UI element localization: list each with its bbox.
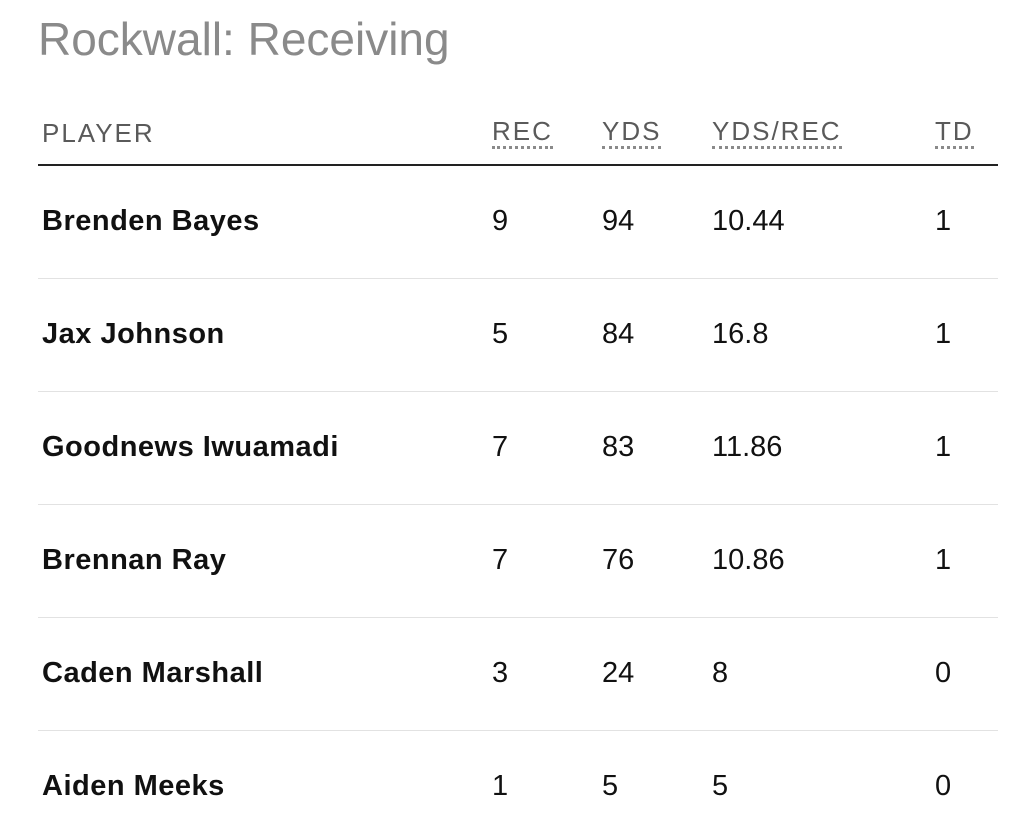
stat-cell: 1 xyxy=(935,205,952,237)
stat-cell: 76 xyxy=(602,544,635,576)
stat-cell: 5 xyxy=(602,770,619,802)
player-name: Caden Marshall xyxy=(42,657,264,689)
column-header: YDS/REC xyxy=(712,116,842,149)
stat-cell: 16.8 xyxy=(712,318,769,350)
stat-cell: 1 xyxy=(935,544,952,576)
row-divider xyxy=(38,391,998,392)
row-divider xyxy=(38,278,998,279)
stat-cell: 5 xyxy=(712,770,729,802)
column-header: PLAYER xyxy=(42,118,155,148)
column-header: YDS xyxy=(602,116,662,149)
stat-cell: 94 xyxy=(602,205,635,237)
player-name: Jax Johnson xyxy=(42,318,225,350)
stat-cell: 0 xyxy=(935,657,952,689)
row-divider xyxy=(38,730,998,731)
stat-cell: 10.44 xyxy=(712,205,785,237)
stat-cell: 24 xyxy=(602,657,635,689)
player-name: Goodnews Iwuamadi xyxy=(42,431,339,463)
stat-cell: 3 xyxy=(492,657,509,689)
stat-cell: 1 xyxy=(935,318,952,350)
player-name: Brennan Ray xyxy=(42,544,227,576)
stat-cell: 9 xyxy=(492,205,509,237)
column-header: REC xyxy=(492,116,553,149)
column-header: TD xyxy=(935,116,974,149)
player-name: Brenden Bayes xyxy=(42,205,260,237)
stat-cell: 5 xyxy=(492,318,509,350)
row-divider xyxy=(38,617,998,618)
player-name: Aiden Meeks xyxy=(42,770,225,802)
stat-cell: 0 xyxy=(935,770,952,802)
stat-cell: 10.86 xyxy=(712,544,785,576)
stat-cell: 1 xyxy=(935,431,952,463)
stat-cell: 11.86 xyxy=(712,431,783,463)
stat-cell: 7 xyxy=(492,544,509,576)
stat-cell: 1 xyxy=(492,770,509,802)
stat-cell: 7 xyxy=(492,431,509,463)
stat-cell: 83 xyxy=(602,431,635,463)
row-divider xyxy=(38,504,998,505)
stat-cell: 84 xyxy=(602,318,635,350)
title: Rockwall: Receiving xyxy=(38,13,450,65)
header-rule xyxy=(38,164,998,166)
stat-cell: 8 xyxy=(712,657,729,689)
